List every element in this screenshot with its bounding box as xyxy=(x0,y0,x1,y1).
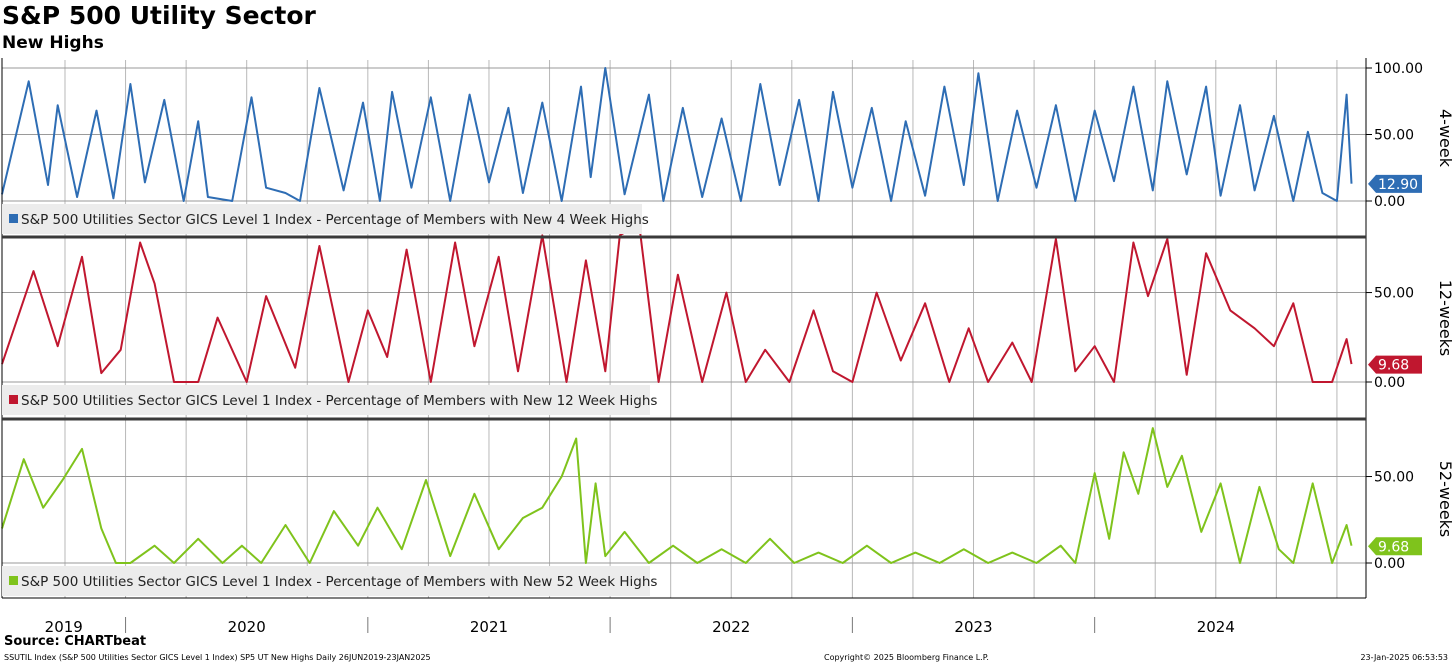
series-lines xyxy=(1,67,1353,564)
x-year-label: 2024 xyxy=(1197,618,1235,636)
axis-labels: 0.00 50.00 100.00 12.90 4-week S&P 500 Utilit… xyxy=(2,61,1455,636)
series-line-12-weeks xyxy=(1,223,1353,383)
x-year-label: 2021 xyxy=(470,618,508,636)
footer-description: SSUTIL Index (S&P 500 Utilities Sector G… xyxy=(4,653,431,662)
legend-text: S&P 500 Utilities Sector GICS Level 1 In… xyxy=(21,393,657,409)
legend-swatch xyxy=(9,395,18,404)
legend-text: S&P 500 Utilities Sector GICS Level 1 In… xyxy=(21,574,657,590)
footer-timestamp: 23-Jan-2025 06:53:53 xyxy=(1360,653,1448,662)
y-tick-label: 0.00 xyxy=(1374,556,1405,572)
y-tick-label: 50.00 xyxy=(1374,128,1414,144)
y-tick-label: 100.00 xyxy=(1374,61,1423,77)
grid-lines xyxy=(2,60,1366,598)
series-line-4-week xyxy=(1,67,1353,202)
last-value-badge xyxy=(1368,537,1422,556)
source-note: Source: CHARTbeat xyxy=(4,634,147,649)
legend-box xyxy=(2,385,650,415)
legend-swatch xyxy=(9,214,18,223)
panel-side-label: 52-weeks xyxy=(1436,461,1455,538)
series-line-52-weeks xyxy=(1,427,1353,564)
legend-swatch xyxy=(9,576,18,585)
last-value-label: 12.90 xyxy=(1378,177,1418,193)
y-tick-label: 0.00 xyxy=(1374,375,1405,391)
last-value-badge xyxy=(1368,174,1422,193)
legend-box xyxy=(2,204,642,234)
last-value-badge xyxy=(1368,355,1422,374)
legend-box xyxy=(2,566,650,596)
panel-frames xyxy=(1,58,1367,599)
last-value-label: 9.68 xyxy=(1378,539,1409,555)
footer-copyright: Copyright© 2025 Bloomberg Finance L.P. xyxy=(824,653,989,662)
x-year-label: 2020 xyxy=(228,618,266,636)
chart-subtitle: New Highs xyxy=(2,33,104,53)
legend-text: S&P 500 Utilities Sector GICS Level 1 In… xyxy=(21,212,649,228)
chart-title: S&P 500 Utility Sector xyxy=(2,1,316,30)
y-tick-label: 50.00 xyxy=(1374,286,1414,302)
x-year-label: 2022 xyxy=(712,618,750,636)
x-year-label: 2019 xyxy=(45,618,83,636)
y-tick-label: 0.00 xyxy=(1374,194,1405,210)
panel-side-label: 12-weeks xyxy=(1436,280,1455,357)
last-value-label: 9.68 xyxy=(1378,358,1409,374)
panel-side-label: 4-week xyxy=(1436,109,1455,168)
x-year-label: 2023 xyxy=(954,618,992,636)
y-tick-label: 50.00 xyxy=(1374,470,1414,486)
